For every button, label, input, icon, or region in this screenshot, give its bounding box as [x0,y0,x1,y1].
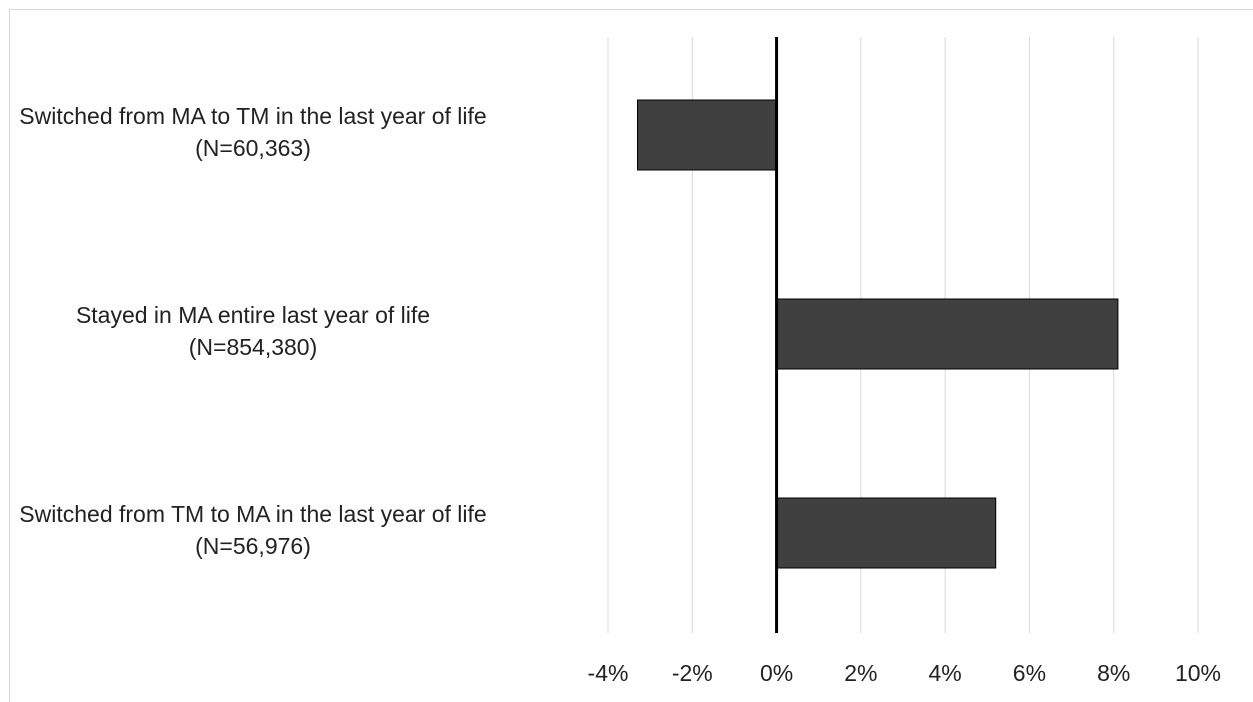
category-label-stayed-in-ma: Stayed in MA entire last year of life (N… [0,299,583,363]
x-tick-label: 2% [844,660,877,686]
bar [637,99,778,171]
chart-frame [9,9,1253,702]
category-label-switched-ma-to-tm: Switched from MA to TM in the last year … [0,100,583,164]
x-tick-labels: -4% -2% 0% 2% 4% 6% 8% 10% [588,660,1221,686]
bars [637,99,1119,569]
x-tick-label: -4% [588,660,629,686]
x-tick-label: 0% [760,660,793,686]
category-label-line2: (N=60,363) [195,135,311,161]
x-tick-label: -2% [672,660,713,686]
category-label-line2: (N=56,976) [195,533,311,559]
category-label-line1: Switched from TM to MA in the last year … [19,501,487,527]
category-label-switched-tm-to-ma: Switched from TM to MA in the last year … [0,498,583,562]
bar [776,497,997,569]
x-tick-label: 10% [1175,660,1221,686]
x-tick-label: 8% [1097,660,1130,686]
category-label-line1: Switched from MA to TM in the last year … [19,103,487,129]
x-tick-label: 4% [929,660,962,686]
category-label-line2: (N=854,380) [188,334,318,360]
x-tick-label: 6% [1013,660,1046,686]
category-label-line1: Stayed in MA entire last year of life [75,302,431,328]
bar [776,298,1119,370]
